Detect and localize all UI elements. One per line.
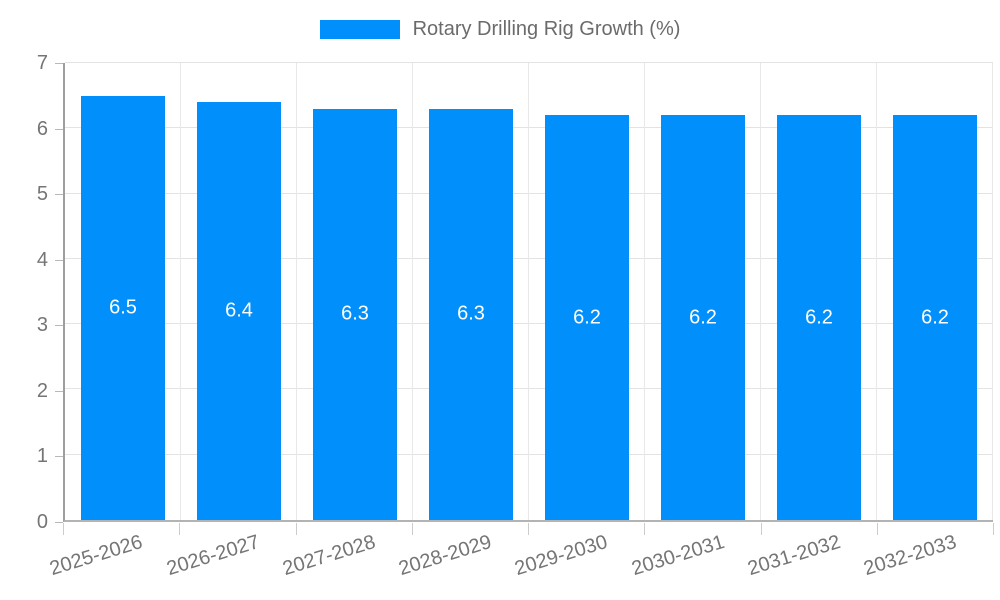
x-tick-label: 2029-2030 <box>512 531 611 581</box>
gridline-horizontal <box>65 323 993 325</box>
legend-swatch-icon <box>319 20 400 39</box>
gridline-vertical <box>876 63 877 520</box>
x-tick-label: 2025-2026 <box>47 531 146 581</box>
legend: Rotary Drilling Rig Growth (%) <box>0 18 1000 41</box>
bar-value-label: 6.2 <box>573 306 601 329</box>
plot-area: 6.5 6.4 6.3 6.3 6.2 6.2 6.2 6.2 <box>63 62 993 522</box>
y-tick-label: 4 <box>36 248 48 271</box>
gridline-vertical <box>992 63 993 520</box>
x-tick-label: 2031-2032 <box>745 531 844 581</box>
gridline-vertical <box>412 63 413 520</box>
bar-slot: 6.3 <box>297 63 413 520</box>
x-tick-mark <box>876 523 878 535</box>
y-tick-mark <box>55 259 63 261</box>
y-tick-mark <box>55 194 63 196</box>
bar[interactable]: 6.2 <box>777 115 861 520</box>
y-tick-label: 2 <box>36 379 48 402</box>
bar[interactable]: 6.4 <box>197 102 281 520</box>
x-tick-mark <box>760 523 762 535</box>
bar-value-label: 6.2 <box>921 306 949 329</box>
bar-value-label: 6.3 <box>341 302 369 325</box>
y-tick-mark <box>55 522 63 523</box>
bar-slot: 6.2 <box>877 63 993 520</box>
y-tick-label: 0 <box>36 511 48 533</box>
x-tick-label: 2027-2028 <box>280 531 379 581</box>
gridline-vertical <box>528 63 529 520</box>
x-tick-mark <box>644 523 646 535</box>
x-tick-mark <box>528 523 529 535</box>
x-tick-label: 2028-2029 <box>396 531 495 581</box>
x-tick-label: 2032-2033 <box>861 531 960 581</box>
gridline-horizontal <box>65 453 993 455</box>
x-tick-label: 2026-2027 <box>163 531 262 581</box>
bar-slot: 6.5 <box>65 63 181 520</box>
gridline-horizontal <box>65 388 993 390</box>
y-tick-mark <box>55 390 63 392</box>
x-tick-mark <box>993 523 994 535</box>
y-tick-label: 3 <box>36 314 48 337</box>
y-tick-mark <box>55 128 63 130</box>
bar-value-label: 6.5 <box>109 296 137 319</box>
y-tick-label: 6 <box>36 117 48 140</box>
gridline-horizontal <box>65 127 993 129</box>
y-tick-label: 7 <box>36 52 48 74</box>
y-tick-mark <box>55 325 63 327</box>
bar[interactable]: 6.3 <box>313 108 397 520</box>
y-tick-label: 5 <box>36 183 48 206</box>
gridline-vertical <box>644 63 645 520</box>
gridline-vertical <box>180 63 181 520</box>
gridline-vertical <box>296 63 297 520</box>
gridline-horizontal <box>65 192 993 194</box>
bar[interactable]: 6.5 <box>81 95 165 520</box>
bar-slot: 6.4 <box>181 63 297 520</box>
y-tick-label: 1 <box>36 445 48 468</box>
bar[interactable]: 6.2 <box>545 115 629 520</box>
gridline-horizontal <box>65 62 993 63</box>
bar-slot: 6.3 <box>413 63 529 520</box>
bar[interactable]: 6.2 <box>661 115 745 520</box>
bar-value-label: 6.3 <box>457 302 485 325</box>
bar[interactable]: 6.2 <box>893 115 977 520</box>
bars-layer: 6.5 6.4 6.3 6.3 6.2 6.2 6.2 6.2 <box>65 63 993 520</box>
bar-value-label: 6.2 <box>689 306 717 329</box>
legend-label: Rotary Drilling Rig Growth (%) <box>412 18 681 40</box>
x-tick-mark <box>63 523 64 535</box>
x-tick-mark <box>179 523 181 535</box>
bar-slot: 6.2 <box>645 63 761 520</box>
bar-value-label: 6.2 <box>805 306 833 329</box>
bar-slot: 6.2 <box>529 63 645 520</box>
legend-item[interactable]: Rotary Drilling Rig Growth (%) <box>319 18 681 41</box>
bar-slot: 6.2 <box>761 63 877 520</box>
y-tick-mark <box>55 456 63 458</box>
bar-value-label: 6.4 <box>225 299 253 322</box>
gridline-vertical <box>760 63 761 520</box>
bar[interactable]: 6.3 <box>429 108 513 520</box>
x-tick-label: 2030-2031 <box>628 531 727 581</box>
y-tick-mark <box>55 63 63 64</box>
x-tick-mark <box>295 523 297 535</box>
gridline-horizontal <box>65 257 993 259</box>
x-tick-mark <box>411 523 413 535</box>
